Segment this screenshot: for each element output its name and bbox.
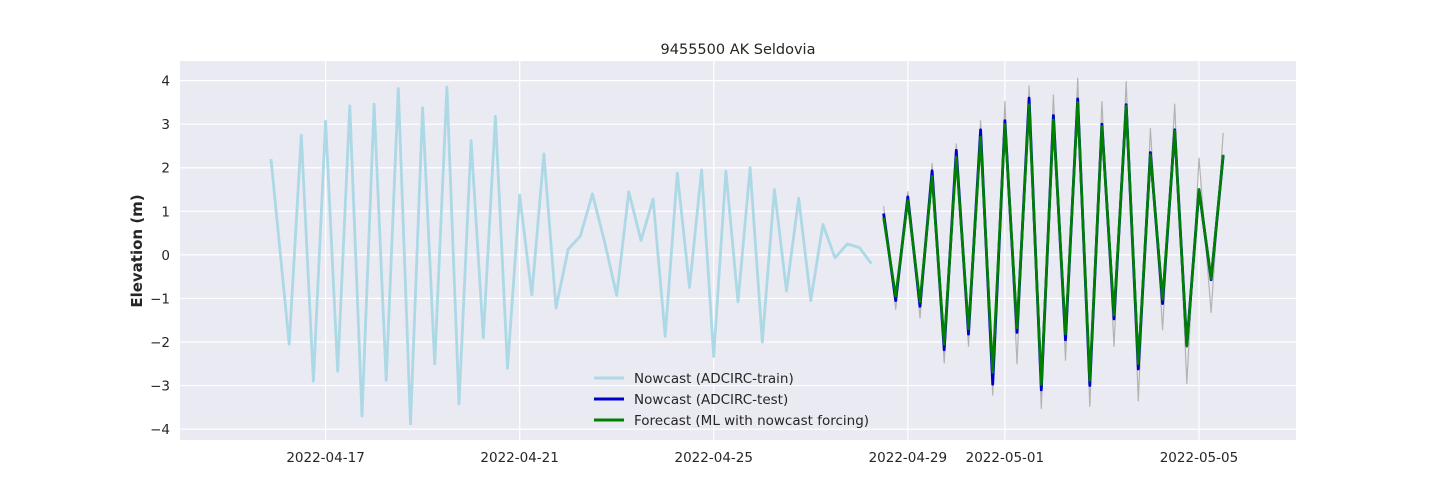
x-tick-label: 2022-04-21 [480,450,558,466]
y-tick-label: 1 [161,204,170,220]
legend-entry: Nowcast (ADCIRC-test) [634,392,788,408]
y-axis-label: Elevation (m) [128,194,146,307]
series-line-0 [269,85,873,426]
y-tick-label: −2 [150,335,170,351]
legend-entry: Forecast (ML with nowcast forcing) [634,413,869,429]
y-tick-label: 2 [161,161,170,177]
y-tick-label: 4 [161,74,170,90]
x-tick-label: 2022-04-25 [675,450,753,466]
y-tick-label: −1 [150,291,170,307]
x-tick-label: 2022-04-29 [869,450,947,466]
y-tick-label: −4 [150,422,170,438]
x-tick-label: 2022-04-17 [286,450,364,466]
y-tick-label: −3 [150,379,170,395]
y-tick-label: 3 [161,117,170,133]
tick-labels: 2022-04-17 2022-04-21 2022-04-25 2022-04-29… [150,74,1238,466]
legend: Nowcast (ADCIRC-train) Nowcast (ADCIRC-te… [594,371,869,429]
y-tick-label: 0 [161,248,170,264]
series-line-3 [882,101,1225,387]
series-lines [269,77,1225,426]
legend-entry: Nowcast (ADCIRC-train) [634,371,794,387]
x-tick-label: 2022-05-05 [1160,450,1238,466]
chart-title: 9455500 AK Seldovia [661,42,816,58]
x-tick-label: 2022-05-01 [966,450,1044,466]
